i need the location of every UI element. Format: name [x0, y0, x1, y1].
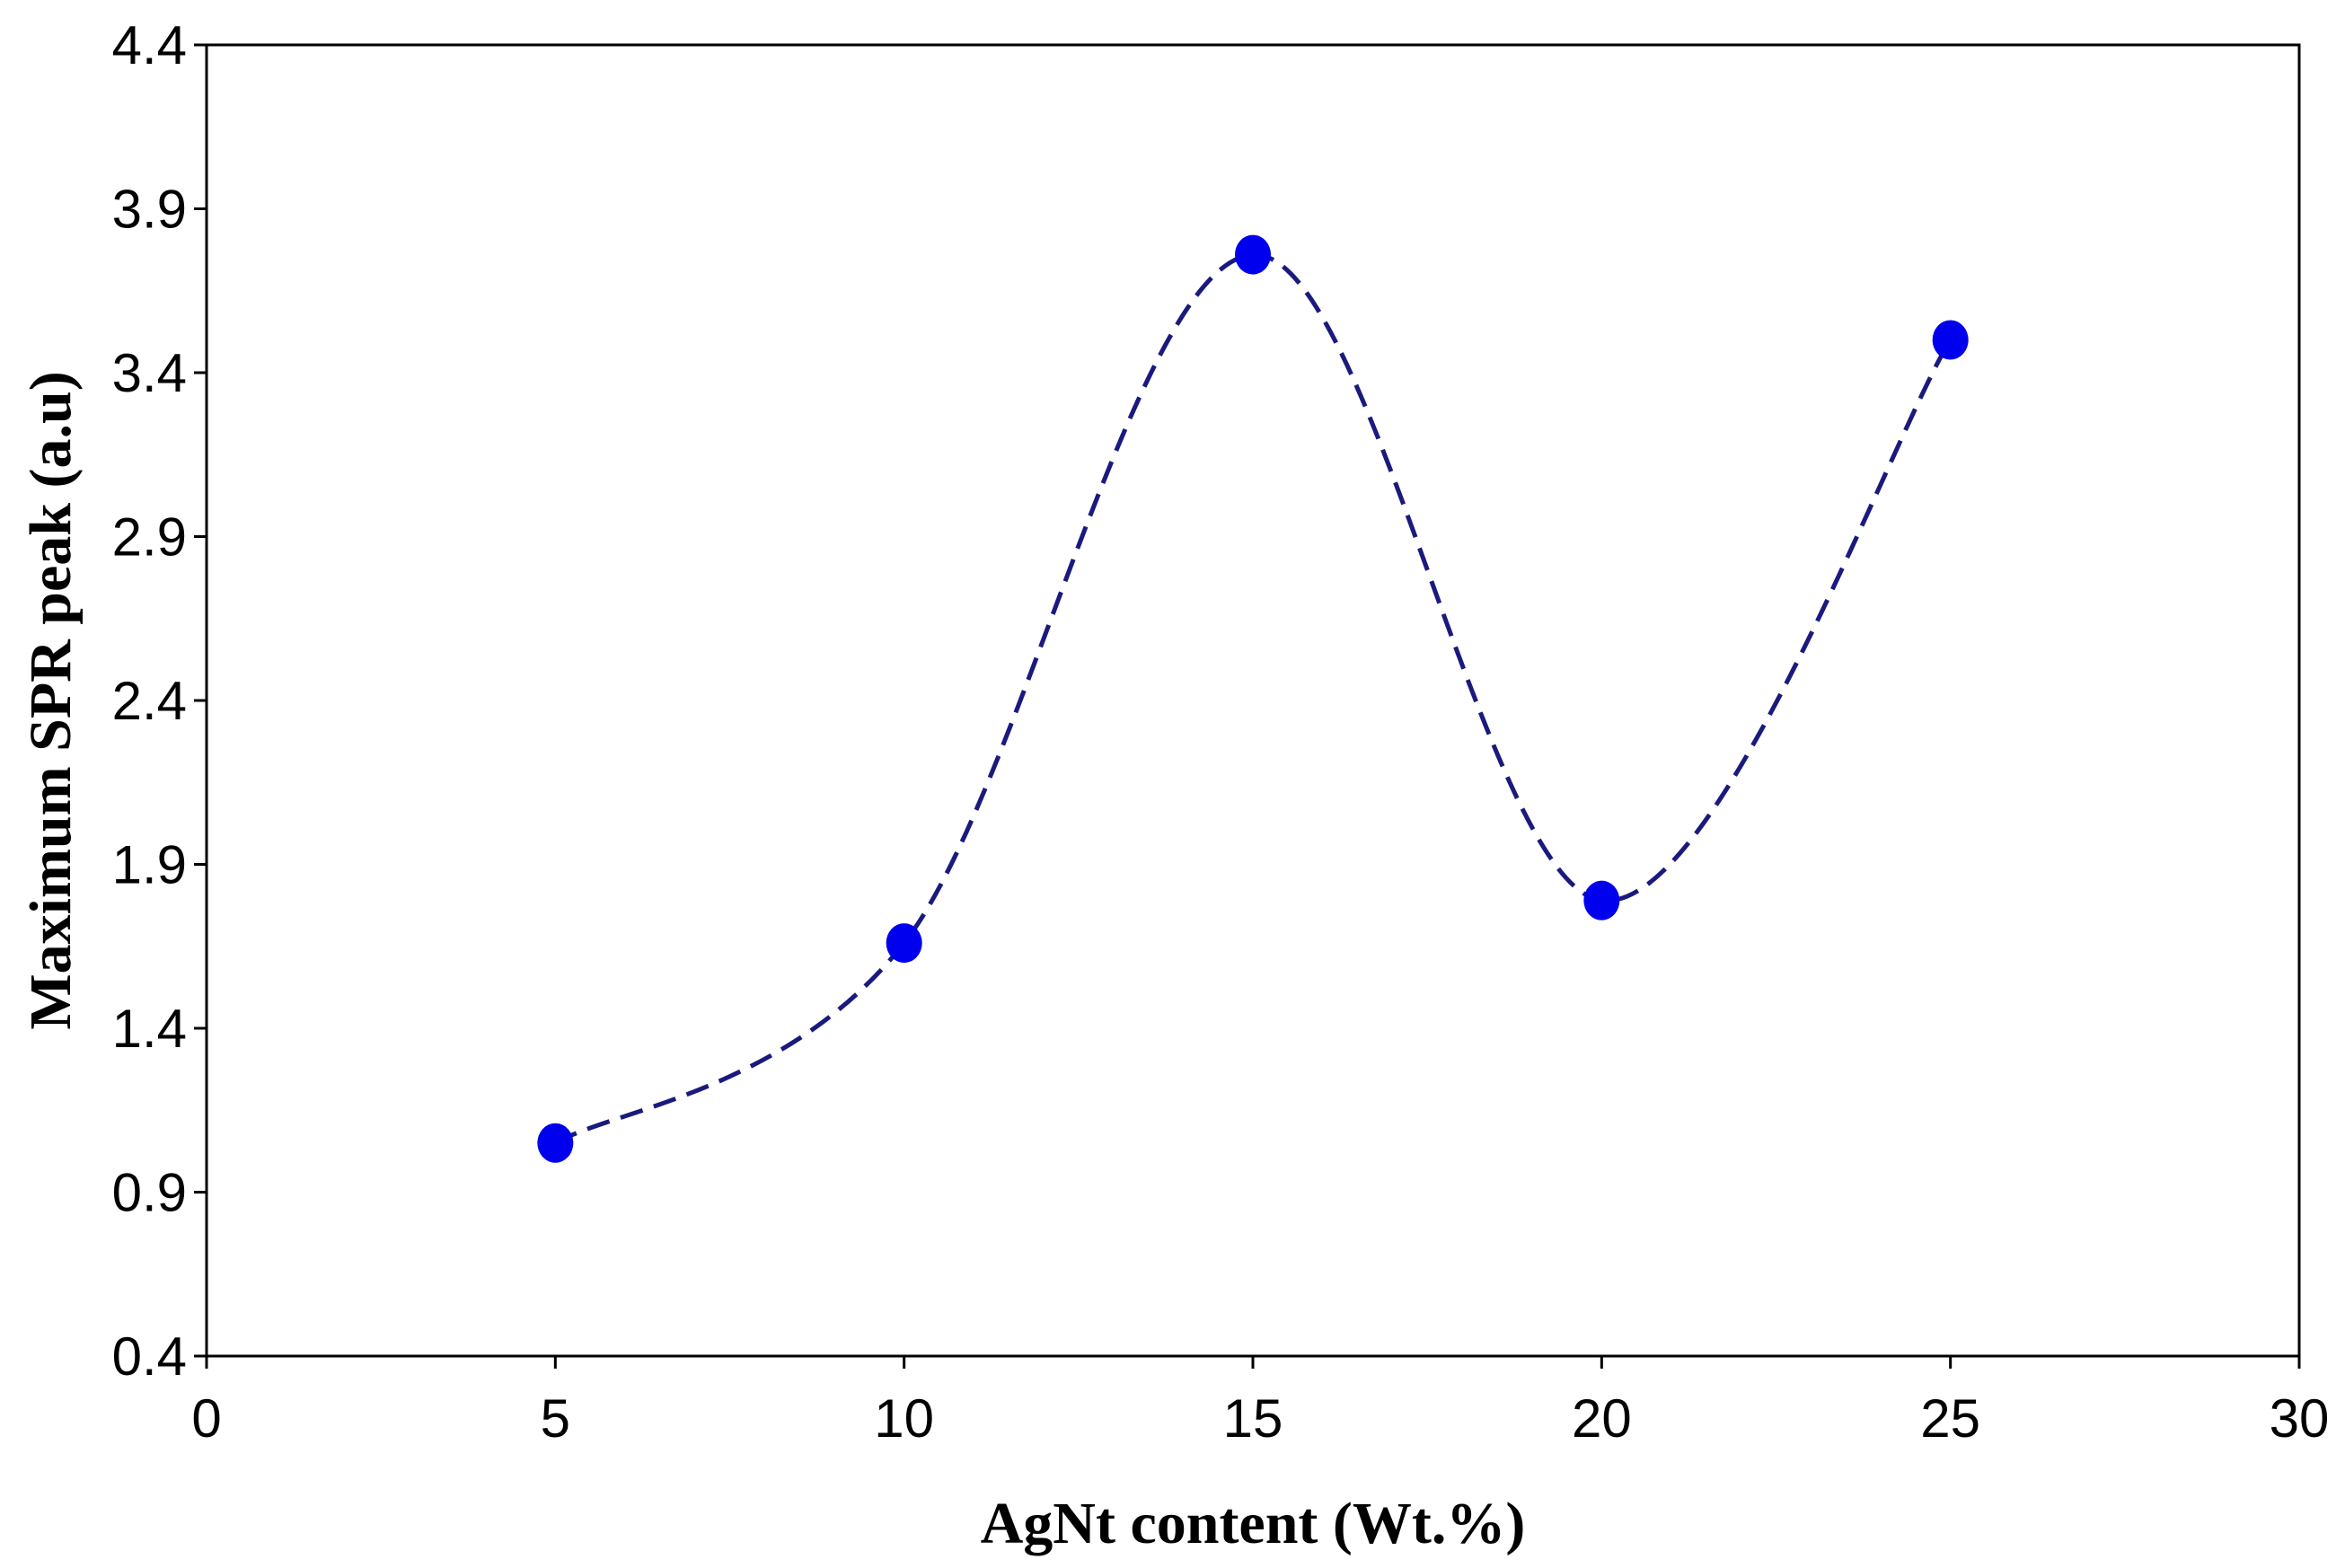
y-tick-label: 0.4 [112, 1326, 187, 1387]
y-axis-ticks: 0.4 0.9 1.4 1.9 2.4 2.9 3.4 3.9 4.4 [112, 15, 207, 1387]
series-layer [537, 234, 1969, 1163]
y-tick-label: 1.4 [112, 999, 187, 1059]
data-point [1583, 880, 1620, 921]
y-tick-label: 0.9 [112, 1163, 187, 1223]
series-line [554, 252, 1953, 1145]
data-point [1932, 320, 1969, 360]
y-tick-label: 2.4 [112, 671, 187, 731]
y-tick-label: 4.4 [112, 15, 187, 75]
y-tick-label: 3.4 [112, 343, 187, 403]
y-tick-label: 3.9 [112, 180, 187, 240]
data-point [537, 1123, 574, 1163]
x-tick-label: 0 [191, 1388, 221, 1449]
x-tick-label: 30 [2270, 1388, 2330, 1449]
x-axis-ticks: 0 5 10 15 20 25 30 [191, 1356, 2329, 1449]
data-point [1235, 234, 1271, 275]
y-tick-label: 2.9 [112, 507, 187, 568]
x-axis-label: AgNt content (Wt.%) [981, 1491, 1526, 1556]
x-tick-label: 5 [541, 1388, 570, 1449]
x-tick-label: 10 [874, 1388, 934, 1449]
y-tick-label: 1.9 [112, 835, 187, 895]
y-axis-label: Maximum SPR peak (a.u) [18, 371, 84, 1029]
x-tick-label: 15 [1223, 1388, 1283, 1449]
data-point [886, 923, 922, 964]
x-tick-label: 25 [1920, 1388, 1980, 1449]
x-tick-label: 20 [1572, 1388, 1632, 1449]
